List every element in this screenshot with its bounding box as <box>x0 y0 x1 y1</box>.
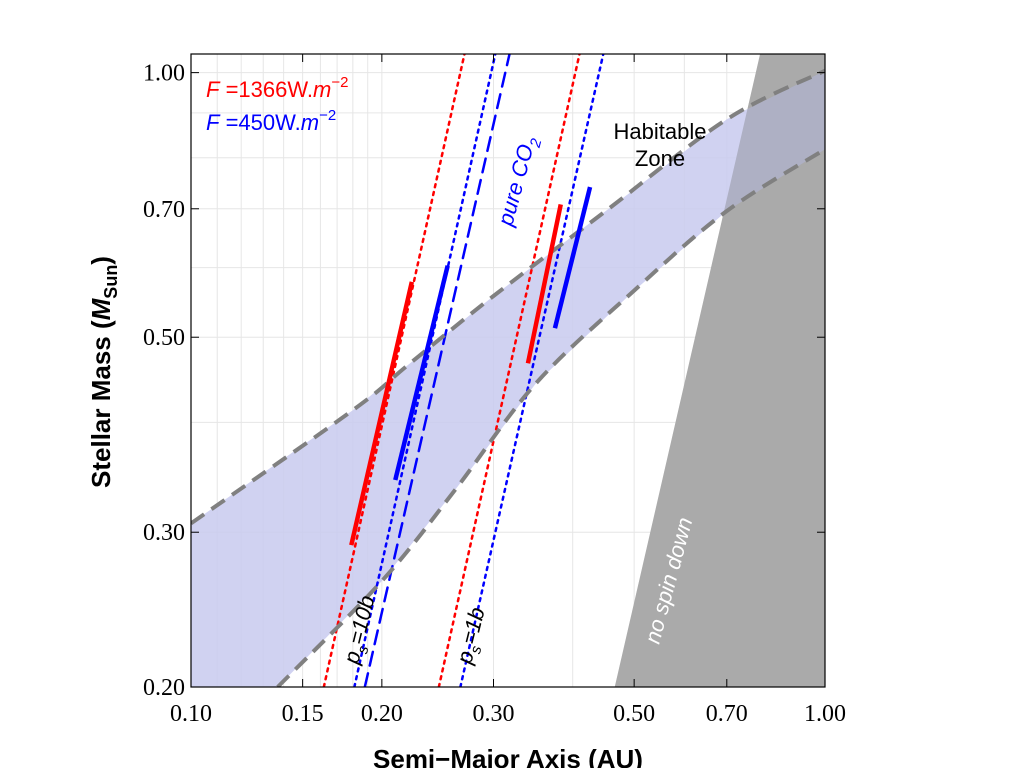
guide-line-red-10b <box>322 54 466 687</box>
hz-inner-edge <box>191 68 825 526</box>
x-tick-label: 0.70 <box>706 701 748 727</box>
no-spin-overlay <box>614 54 825 687</box>
hz-label-line1: Habitable <box>614 119 707 144</box>
y-tick-label: 0.30 <box>143 520 185 546</box>
plot-layers <box>191 54 825 687</box>
y-tick-label: 1.00 <box>143 61 185 87</box>
x-tick-label: 0.30 <box>472 701 514 727</box>
no-spin-region <box>614 54 825 687</box>
legend-entry-red: F =1366W.m−2 <box>206 74 348 102</box>
x-axis-title: Semi−Major Axis (AU) <box>373 744 643 768</box>
y-tick-label: 0.20 <box>143 675 185 701</box>
hz-segment-1 <box>393 265 450 481</box>
guide-line-red-1b <box>437 54 581 687</box>
legend-entry-blue: F =450W.m−2 <box>206 107 336 135</box>
hz-outer-edge <box>276 147 825 687</box>
hz-segment-0 <box>349 281 415 546</box>
hz-label-line2: Zone <box>635 146 685 171</box>
y-axis-title: Stellar Mass (MSun) <box>86 256 121 488</box>
guide-line-blue-co2-10b <box>363 54 511 687</box>
hz-segment-2 <box>525 203 563 364</box>
x-tick-label: 0.20 <box>361 701 403 727</box>
y-tick-label: 0.50 <box>143 325 185 351</box>
guide-line-blue-1b <box>459 54 605 687</box>
ticks: 0.10 0.15 0.20 0.30 0.50 0.70 1.00 0.20 0.30 0.50… <box>143 54 846 727</box>
x-tick-label: 0.15 <box>282 701 324 727</box>
x-tick-label: 0.50 <box>613 701 655 727</box>
hz-segment-3 <box>552 186 593 329</box>
plot-frame <box>190 53 826 688</box>
x-tick-label: 1.00 <box>804 701 846 727</box>
x-tick-label: 0.10 <box>170 701 212 727</box>
y-tick-label: 0.70 <box>143 197 185 223</box>
guide-line-blue-10b <box>353 54 497 687</box>
